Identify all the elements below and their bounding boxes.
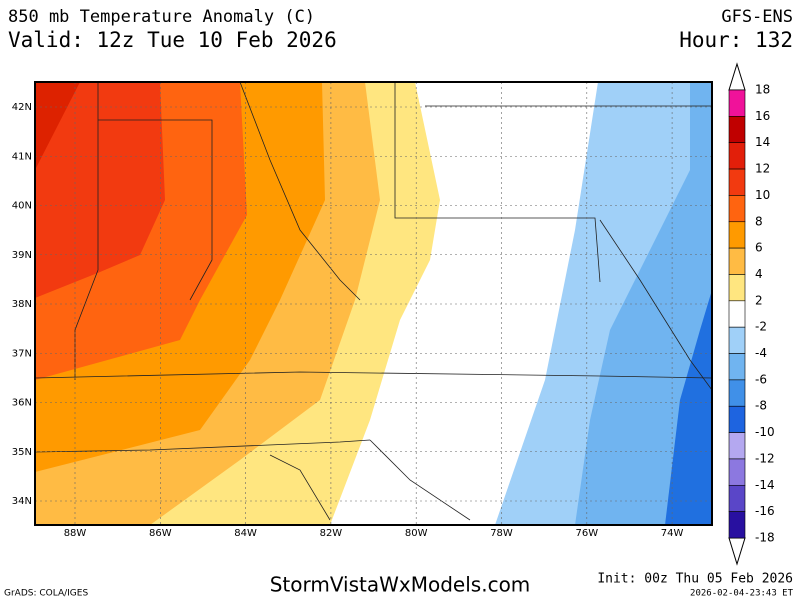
colorbar-label: 4 <box>755 267 763 281</box>
lon-label: 80W <box>405 528 428 539</box>
lon-label: 84W <box>234 528 257 539</box>
lat-label: 35N <box>12 447 32 458</box>
forecast-hour: Hour: 132 <box>679 28 793 52</box>
band <box>575 82 712 525</box>
map: 42N 41N 40N 39N 38N 37N 36N 35N 34N 88W 86W 84W 82W… <box>12 81 713 539</box>
lon-label: 82W <box>320 528 343 539</box>
lat-label: 40N <box>12 201 32 212</box>
model: GFS-ENS <box>721 7 793 27</box>
colorbar-box <box>728 353 746 381</box>
colorbar-box <box>728 300 746 328</box>
colorbar-box <box>728 511 746 539</box>
colorbar-label: 14 <box>755 135 770 149</box>
lat-label: 34N <box>12 496 32 507</box>
colorbar-box <box>728 116 746 144</box>
colorbar-label: -16 <box>755 504 775 518</box>
colorbar-box <box>728 379 746 407</box>
colorbar-label: -12 <box>755 451 775 465</box>
colorbar-label: -18 <box>755 531 775 545</box>
colorbar-label: -8 <box>755 399 767 413</box>
colorbar-label: 16 <box>755 109 770 123</box>
colorbar-box <box>728 168 746 196</box>
colorbar-label: -14 <box>755 478 775 492</box>
colorbar-arrow <box>728 62 746 91</box>
colorbar-box <box>728 247 746 275</box>
colorbar: 18 16 14 12 10 8 6 4 2 -2 -4 -6 -8 -10 -12 -14 -16 -18 <box>728 62 775 566</box>
lon-label: 78W <box>490 528 513 539</box>
lon-label: 88W <box>64 528 87 539</box>
grid <box>35 82 712 525</box>
colorbar-label: -4 <box>755 346 767 360</box>
lat-label: 38N <box>12 299 32 310</box>
band <box>665 290 712 525</box>
colorbar-label: -6 <box>755 372 767 386</box>
colorbar-box <box>728 221 746 249</box>
colorbar-arrow <box>728 537 746 566</box>
colorbar-label: -10 <box>755 425 775 439</box>
colorbar-label: 12 <box>755 162 770 176</box>
title: 850 mb Temperature Anomaly (C) <box>8 7 315 27</box>
colorbar-box <box>728 405 746 433</box>
colorbar-label: 18 <box>755 83 770 97</box>
map-frame <box>34 81 713 526</box>
init-time: Init: 00z Thu 05 Feb 2026 <box>597 572 793 587</box>
colorbar-label: 6 <box>755 241 763 255</box>
colorbar-box <box>728 458 746 486</box>
colorbar-label: 8 <box>755 214 763 228</box>
lat-label: 36N <box>12 398 32 409</box>
lon-labels: 88W 86W 84W 82W 80W 78W 76W 74W <box>64 528 684 539</box>
colorbar-box <box>728 142 746 170</box>
lon-label: 74W <box>661 528 684 539</box>
colorbar-box <box>728 274 746 302</box>
lat-label: 42N <box>12 102 32 113</box>
colorbar-box <box>728 195 746 223</box>
lat-label: 37N <box>12 348 32 359</box>
colorbar-label: -2 <box>755 320 767 334</box>
lon-label: 86W <box>149 528 172 539</box>
grads-credit: GrADS: COLA/IGES <box>4 589 88 599</box>
borders <box>35 82 712 521</box>
lat-label: 41N <box>12 151 32 162</box>
colorbar-box <box>728 484 746 512</box>
lat-label: 39N <box>12 250 32 261</box>
colorbar-box <box>728 432 746 460</box>
valid-time: Valid: 12z Tue 10 Feb 2026 <box>8 28 337 52</box>
timestamp: 2026-02-04-23:43 ET <box>690 589 794 599</box>
colorbar-box <box>728 326 746 354</box>
colorbar-label: 10 <box>755 188 770 202</box>
site: StormVistaWxModels.com <box>270 573 531 597</box>
colorbar-box <box>728 89 746 117</box>
lat-labels: 42N 41N 40N 39N 38N 37N 36N 35N 34N <box>12 102 32 507</box>
lon-label: 76W <box>575 528 598 539</box>
colorbar-label: 2 <box>755 293 763 307</box>
